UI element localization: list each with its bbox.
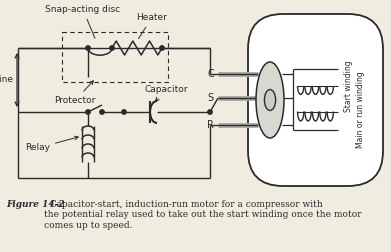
Text: Capacitor: Capacitor: [144, 85, 188, 101]
Circle shape: [208, 110, 212, 114]
Text: Main or run winding: Main or run winding: [356, 72, 365, 148]
Circle shape: [122, 110, 126, 114]
Circle shape: [100, 110, 104, 114]
Text: Protector: Protector: [54, 81, 96, 105]
Text: R: R: [207, 120, 214, 130]
Text: Capacitor-start, induction-run motor for a compressor with
the potential relay u: Capacitor-start, induction-run motor for…: [44, 200, 362, 230]
FancyBboxPatch shape: [248, 14, 383, 186]
Circle shape: [110, 46, 114, 50]
Text: Snap-acting disc: Snap-acting disc: [45, 5, 120, 38]
Text: S: S: [208, 93, 214, 103]
Ellipse shape: [256, 62, 284, 138]
Text: Relay: Relay: [25, 136, 78, 152]
Text: Start winding: Start winding: [344, 60, 353, 112]
Circle shape: [86, 110, 90, 114]
Text: Heater: Heater: [136, 13, 167, 39]
Bar: [62, 32, 168, 82]
Text: C: C: [207, 69, 214, 79]
Text: Line: Line: [0, 76, 13, 84]
Circle shape: [86, 46, 90, 50]
Circle shape: [160, 46, 164, 50]
Ellipse shape: [264, 89, 276, 110]
Text: Figure 14-2: Figure 14-2: [6, 200, 65, 209]
